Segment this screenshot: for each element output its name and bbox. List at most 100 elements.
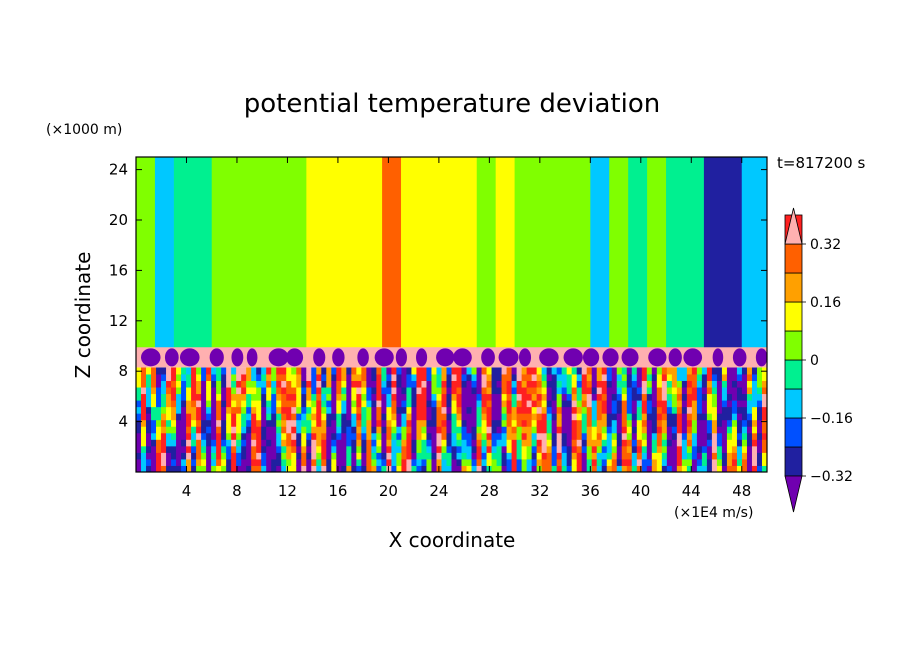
lower-cell (266, 419, 272, 427)
lower-cell (681, 458, 688, 466)
lower-cell (491, 432, 498, 440)
lower-cell (191, 439, 197, 447)
lower-cell (666, 367, 673, 375)
lower-cell (246, 465, 252, 472)
lower-cell (611, 380, 618, 388)
lower-cell (526, 380, 533, 388)
lower-cell (276, 452, 282, 460)
lower-cell (141, 426, 147, 434)
lower-cell (366, 413, 372, 421)
lower-cell (556, 439, 563, 447)
lower-cell (166, 426, 172, 434)
lower-cell (576, 380, 583, 388)
lower-cell (526, 387, 533, 395)
lower-cell (371, 445, 377, 453)
lower-cell (526, 452, 533, 460)
lower-cell (346, 400, 352, 408)
lower-cell (251, 426, 257, 434)
lower-cell (381, 465, 387, 472)
lower-cell (226, 426, 232, 434)
lower-cell (431, 432, 437, 440)
lower-cell (286, 380, 292, 388)
lower-cell (196, 400, 202, 408)
lower-cell (576, 452, 583, 460)
lower-cell (321, 400, 327, 408)
lower-cell (301, 400, 307, 408)
lower-cell (256, 458, 262, 466)
lower-cell (241, 439, 247, 447)
lower-cell (266, 445, 272, 453)
lower-cell (231, 432, 237, 440)
lower-cell (321, 387, 327, 395)
lower-cell (641, 439, 648, 447)
lower-cell (461, 445, 468, 453)
lower-cell (326, 393, 332, 401)
lower-cell (376, 426, 382, 434)
lower-cell (321, 465, 327, 472)
lower-cell (671, 387, 678, 395)
lower-cell (431, 439, 437, 447)
lower-cell (556, 406, 563, 414)
lower-cell (531, 367, 538, 375)
lower-cell (161, 387, 167, 395)
x-tick-label: 32 (530, 482, 549, 500)
lower-cell (321, 380, 327, 388)
lower-cell (426, 400, 432, 408)
lower-cell (356, 387, 362, 395)
lower-cell (146, 406, 152, 414)
lower-cell (581, 458, 588, 466)
lower-cell (216, 432, 222, 440)
lower-cell (381, 406, 387, 414)
lower-cell (706, 452, 713, 460)
lower-cell (721, 367, 728, 375)
lower-cell (426, 380, 432, 388)
lower-cell (436, 393, 442, 401)
lower-cell (636, 419, 643, 427)
lower-cell (571, 426, 578, 434)
lower-cell (641, 400, 648, 408)
lower-cell (541, 380, 548, 388)
lower-cell (306, 439, 312, 447)
lower-cell (571, 445, 578, 453)
upper-column (703, 157, 724, 349)
lower-cell (376, 393, 382, 401)
lower-cell (361, 419, 367, 427)
lower-cell (476, 432, 483, 440)
lower-cell (666, 465, 673, 472)
lower-cell (521, 393, 528, 401)
lower-cell (526, 458, 533, 466)
lower-cell (456, 373, 463, 381)
lower-cell (281, 452, 287, 460)
colorbar-segment (784, 417, 803, 448)
lower-cell (541, 373, 548, 381)
lower-cell (651, 406, 658, 414)
lower-cell (516, 458, 523, 466)
lower-cell (311, 426, 317, 434)
lower-cell (441, 458, 447, 466)
lower-cell (441, 413, 447, 421)
lower-cell (376, 367, 382, 375)
lower-cell (646, 367, 653, 375)
lower-cell (521, 452, 528, 460)
upper-column (287, 157, 307, 349)
lower-cell (701, 458, 708, 466)
lower-cell (211, 426, 217, 434)
lower-cell (441, 380, 447, 388)
lower-cell (311, 373, 317, 381)
lower-cell (421, 367, 427, 375)
lower-cell (591, 452, 598, 460)
lower-cell (646, 373, 653, 381)
lower-cell (591, 439, 598, 447)
lower-cell (421, 419, 427, 427)
lower-cell (401, 380, 407, 388)
lower-cell (576, 458, 583, 466)
lower-cell (361, 380, 367, 388)
lower-cell (436, 380, 442, 388)
inversion-blob (582, 348, 600, 367)
lower-cell (436, 373, 442, 381)
lower-cell (326, 465, 332, 472)
lower-cell (346, 465, 352, 472)
lower-cell (371, 432, 377, 440)
lower-cell (741, 393, 748, 401)
lower-cell (316, 387, 322, 395)
